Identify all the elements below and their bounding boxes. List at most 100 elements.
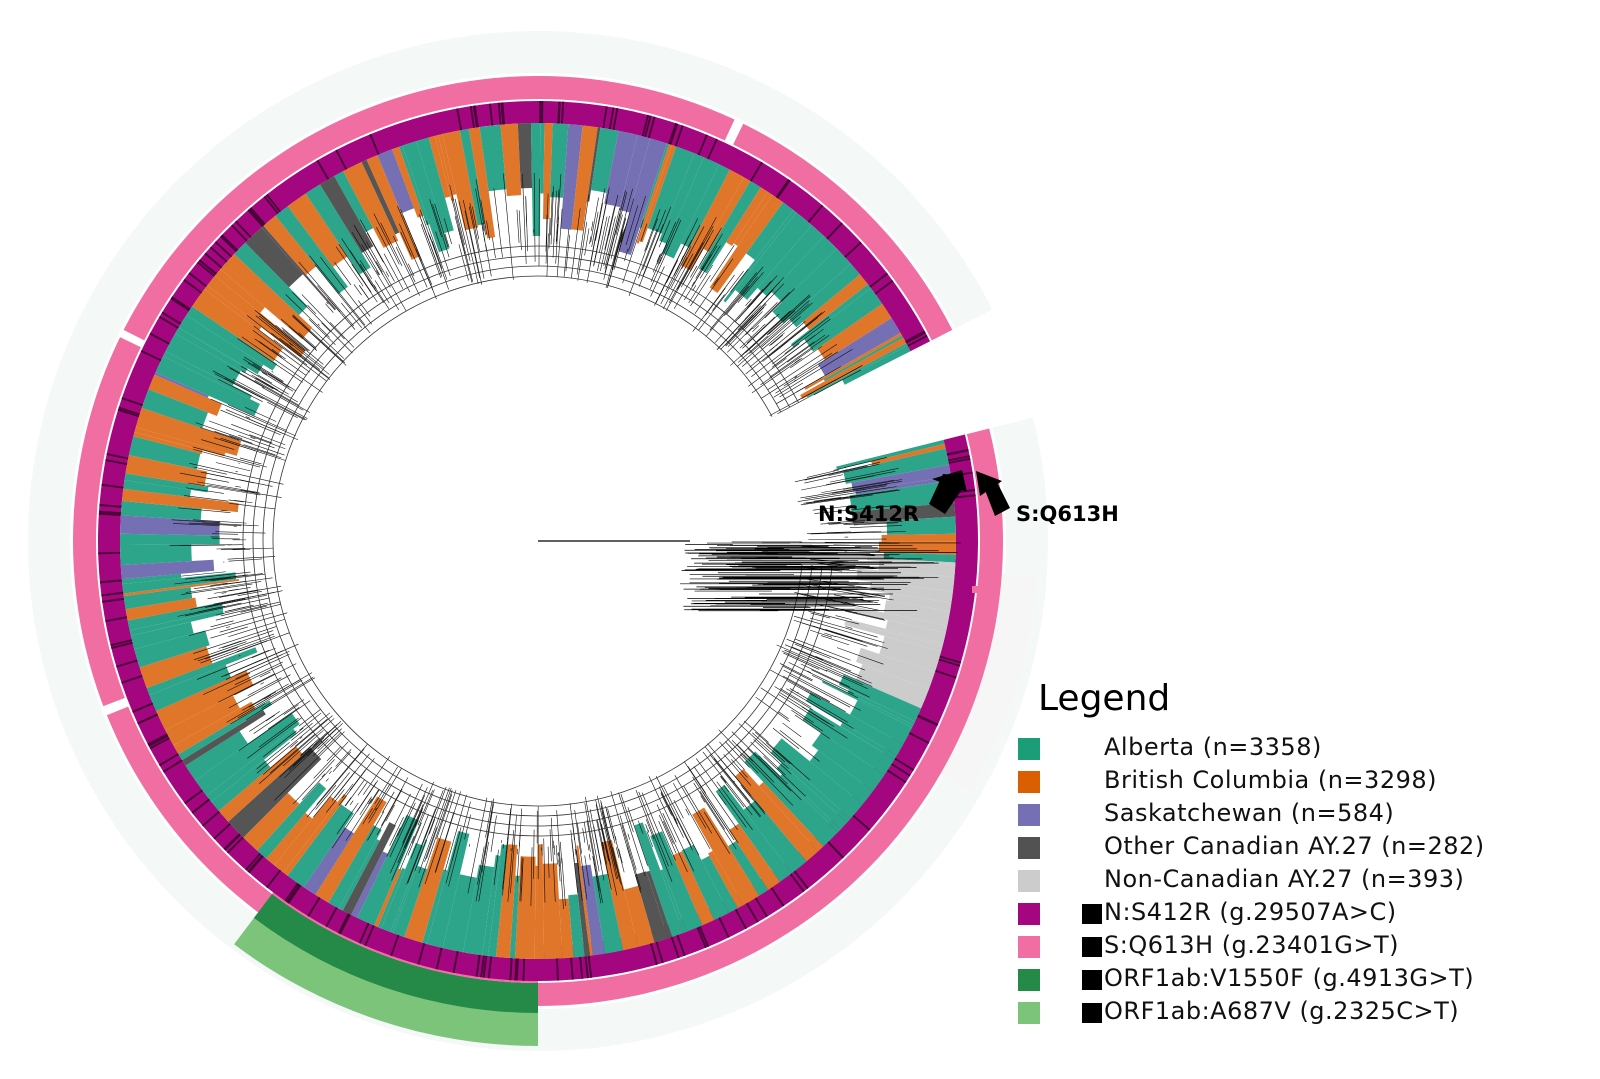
branch xyxy=(778,711,789,720)
region-strip xyxy=(334,171,374,233)
branch xyxy=(725,302,766,346)
branch xyxy=(225,409,284,435)
branch xyxy=(338,244,372,293)
branch xyxy=(558,859,561,882)
region-strip xyxy=(381,842,424,933)
branch xyxy=(702,751,753,816)
ring-tick xyxy=(110,639,133,647)
region-strip xyxy=(811,732,885,792)
region-strip xyxy=(883,552,956,563)
branch xyxy=(231,424,286,446)
legend-swatch xyxy=(1018,771,1040,793)
region-strip xyxy=(581,864,606,956)
branch xyxy=(518,210,522,251)
branch xyxy=(286,343,321,370)
ring-tick xyxy=(149,332,170,345)
branch xyxy=(764,288,796,319)
ring-tick xyxy=(905,331,926,344)
branch xyxy=(800,480,902,499)
branch xyxy=(238,655,241,657)
branch xyxy=(767,343,838,391)
s-q613h-arrow-head xyxy=(976,471,1002,496)
region-strip xyxy=(850,700,913,745)
branch xyxy=(220,548,249,551)
branch xyxy=(258,717,299,748)
ring-tick xyxy=(247,209,264,228)
region-strip xyxy=(124,473,209,493)
region-strip xyxy=(804,332,902,390)
ring-tick xyxy=(676,934,686,957)
region-strip xyxy=(343,162,399,248)
branch xyxy=(449,184,465,246)
branch xyxy=(775,377,823,405)
region-strip xyxy=(328,825,382,909)
ring-tick xyxy=(917,714,939,726)
region-strip xyxy=(850,619,944,647)
ring-tick xyxy=(670,936,680,959)
branch xyxy=(269,734,315,774)
branch xyxy=(831,587,885,597)
branch xyxy=(543,838,546,903)
legend-swatch xyxy=(1018,1002,1040,1024)
branch xyxy=(298,332,317,349)
branch xyxy=(648,776,695,872)
branch xyxy=(598,216,608,253)
region-strip xyxy=(468,127,496,239)
branch xyxy=(844,610,886,621)
n-s412r-arrow-head xyxy=(932,470,967,492)
region-strip xyxy=(709,194,784,293)
ring-tick xyxy=(245,852,262,871)
branch xyxy=(381,791,395,813)
region-strip xyxy=(715,784,792,882)
branch xyxy=(794,376,798,379)
branch xyxy=(657,221,677,265)
branch xyxy=(620,229,623,234)
branch xyxy=(752,325,760,332)
branch xyxy=(782,665,813,682)
region-strip xyxy=(220,253,313,340)
branch xyxy=(317,285,341,313)
region-strip xyxy=(125,597,198,621)
branch xyxy=(307,305,317,314)
branch xyxy=(259,315,325,369)
branch xyxy=(533,829,535,880)
ring-tick xyxy=(556,958,559,981)
branch xyxy=(221,658,263,678)
branch xyxy=(397,783,423,837)
branch xyxy=(842,469,848,471)
branch xyxy=(660,246,691,305)
branch xyxy=(325,778,329,782)
region-strip xyxy=(805,692,904,756)
branch xyxy=(618,848,623,864)
branch xyxy=(768,332,785,347)
branch xyxy=(260,682,264,685)
branch xyxy=(600,805,616,868)
branch xyxy=(713,758,762,817)
branch xyxy=(326,789,345,813)
branch xyxy=(525,196,529,252)
branch xyxy=(592,855,602,904)
branch xyxy=(331,782,377,849)
branch-arc xyxy=(272,275,803,807)
branch xyxy=(240,605,267,613)
branch xyxy=(204,577,231,582)
branch xyxy=(772,341,788,354)
branch xyxy=(827,520,866,524)
branch xyxy=(638,206,672,287)
ring-tick xyxy=(935,669,957,679)
branch xyxy=(546,233,549,277)
branch xyxy=(719,741,745,770)
branch xyxy=(736,303,810,368)
branch xyxy=(807,531,882,534)
branch xyxy=(237,679,303,719)
branch xyxy=(791,709,824,732)
branch xyxy=(658,821,676,861)
region-strip xyxy=(550,123,569,198)
branch xyxy=(705,266,764,337)
region-strip xyxy=(878,541,956,555)
branch xyxy=(588,854,591,861)
branch xyxy=(549,829,552,862)
ring-tick xyxy=(608,107,615,130)
ring-tick xyxy=(417,942,426,965)
branch xyxy=(730,268,749,293)
